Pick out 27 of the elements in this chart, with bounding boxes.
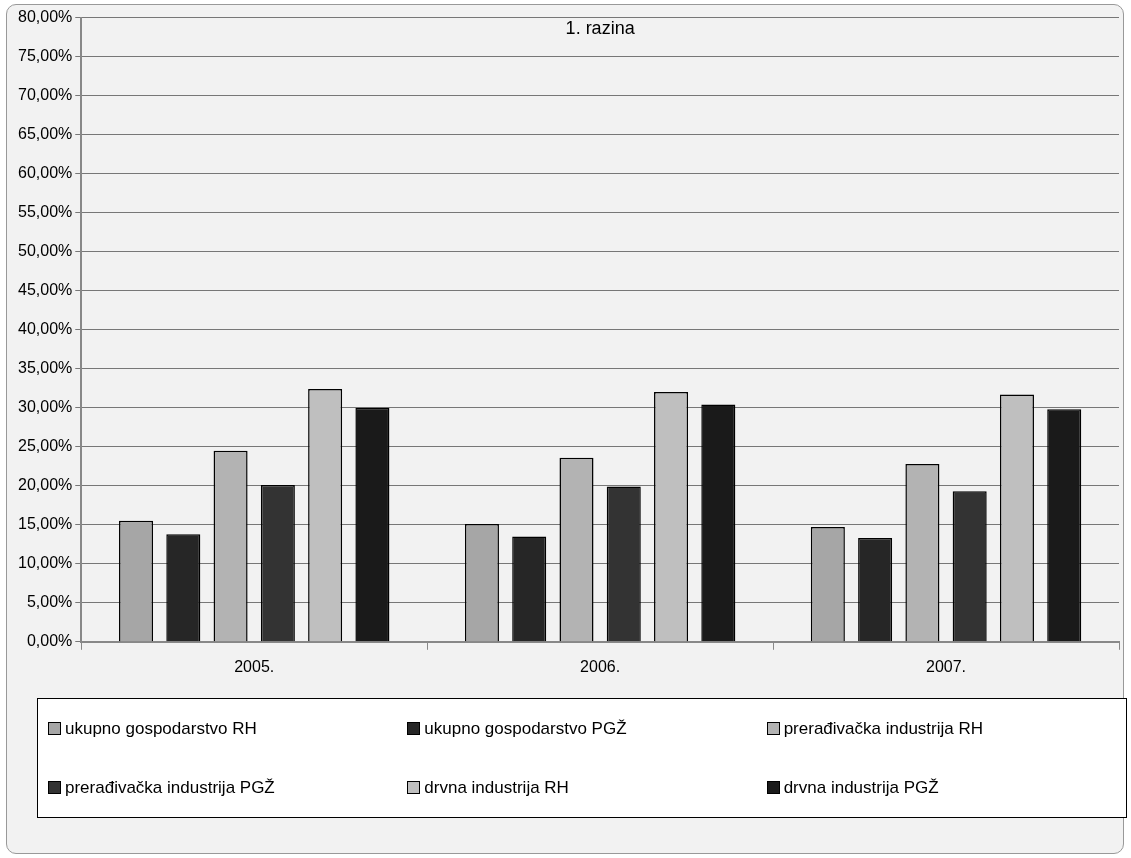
x-tick-label: 2007. [926, 657, 967, 675]
y-tick-label: 65,00% [18, 125, 73, 143]
y-tick-label: 80,00% [18, 8, 73, 26]
y-tick-label: 55,00% [18, 203, 73, 221]
legend-label: ukupno gospodarstvo RH [65, 718, 257, 739]
y-tick-label: 0,00% [26, 632, 73, 650]
y-tick-label: 25,00% [18, 437, 73, 455]
legend-label: ukupno gospodarstvo PGŽ [424, 718, 627, 739]
x-tick-label: 2005. [234, 657, 275, 675]
y-tick-label: 75,00% [18, 47, 73, 65]
y-tick-label: 45,00% [18, 281, 73, 299]
y-tick-label: 50,00% [18, 242, 73, 260]
y-tick-label: 5,00% [26, 593, 73, 611]
legend-label: drvna industrija PGŽ [783, 777, 939, 798]
y-tick-label: 40,00% [18, 320, 73, 338]
y-tick-label: 30,00% [18, 398, 73, 416]
legend-label: drvna industrija RH [424, 777, 569, 798]
chart-title: 1. razina [565, 17, 636, 38]
y-tick-label: 70,00% [18, 86, 73, 104]
x-tick-label: 2006. [580, 657, 621, 675]
legend-label: prerađivačka industrija RH [783, 718, 984, 739]
y-tick-label: 10,00% [18, 554, 73, 572]
y-tick-label: 20,00% [18, 476, 73, 494]
y-tick-label: 60,00% [18, 164, 73, 182]
y-tick-label: 35,00% [18, 359, 73, 377]
legend-label: prerađivačka industrija PGŽ [65, 777, 275, 798]
y-tick-label: 15,00% [18, 515, 73, 533]
